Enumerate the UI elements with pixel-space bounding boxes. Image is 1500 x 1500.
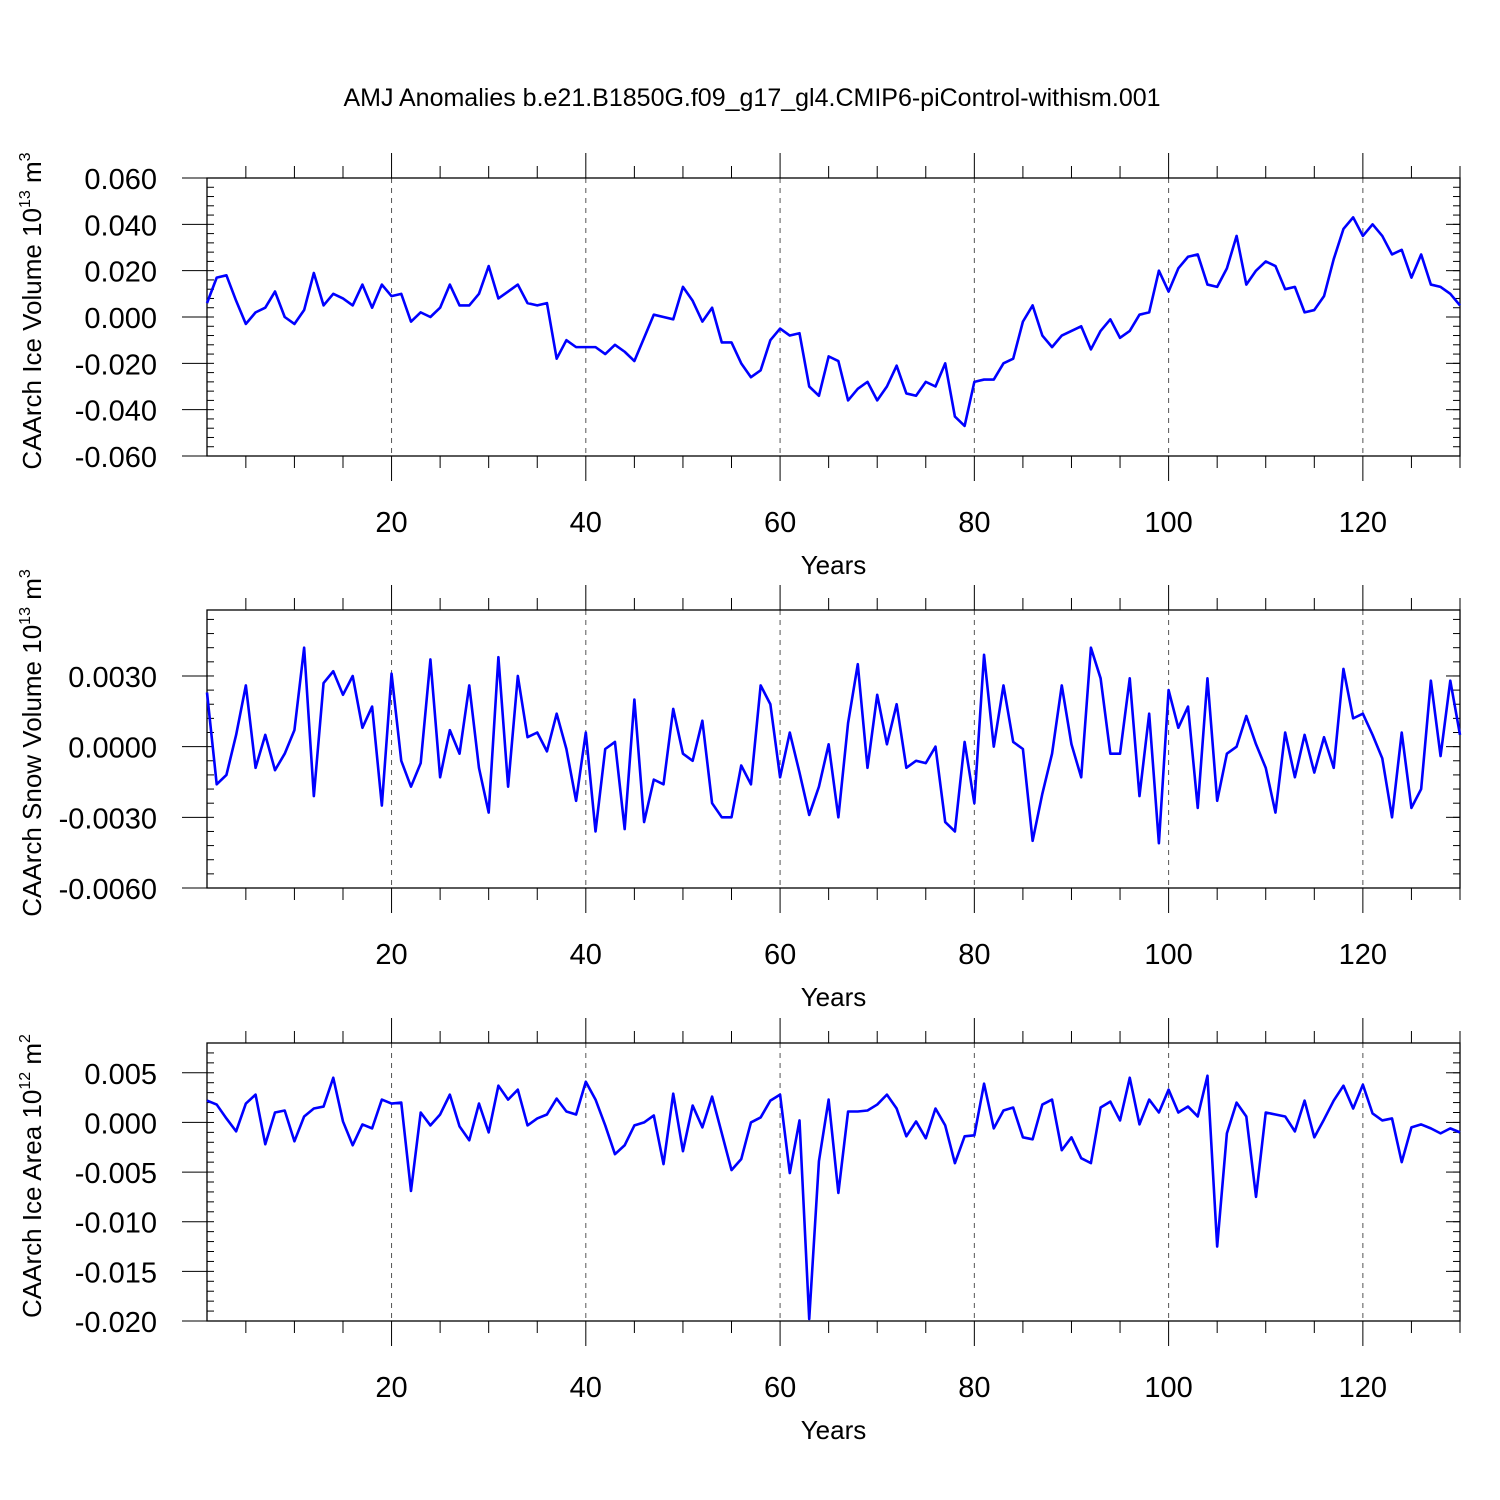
y-axis-title: CAArch Snow Volume 1013 m3 <box>17 569 47 917</box>
x-tick-label: 80 <box>958 507 990 539</box>
y-axis-title-text: m <box>17 1043 47 1072</box>
y-tick-label: 0.005 <box>84 1059 157 1091</box>
series-line <box>205 216 1461 428</box>
y-axis-title: CAArch Ice Area 1012 m2 <box>17 1034 47 1318</box>
y-tick-label: -0.0060 <box>59 874 157 906</box>
panel-2: -0.0060 -0.0030 0.0000 0.0030 20 40 60 80 100 120… <box>17 569 1462 1012</box>
y-tick-label: 0.060 <box>84 164 157 196</box>
panel-1: -0.060 -0.040 -0.020 0.000 0.020 0.040 0.060 20… <box>17 152 1461 580</box>
x-tick-label: 100 <box>1144 939 1192 971</box>
x-tick-label: 80 <box>958 939 990 971</box>
x-tick-label: 120 <box>1339 1372 1387 1404</box>
plot-frame <box>206 609 1461 889</box>
y-tick-label: -0.010 <box>75 1208 157 1240</box>
y-axis-title: CAArch Ice Volume 1013 m3 <box>17 152 47 469</box>
y-tick-label: 0.040 <box>84 210 157 242</box>
plot-frame <box>206 177 1461 457</box>
x-tick-label: 60 <box>764 939 796 971</box>
plot-frame <box>206 1042 1461 1322</box>
x-tick-label: 40 <box>570 939 602 971</box>
x-tick-label: 40 <box>570 507 602 539</box>
x-axis-title: Years <box>801 550 867 580</box>
y-tick-label: 0.0000 <box>68 733 157 765</box>
x-tick-label: 100 <box>1144 507 1192 539</box>
y-axis-title-superscript: 3 <box>17 569 34 578</box>
y-tick-label: -0.005 <box>75 1158 157 1190</box>
x-tick-label: 60 <box>764 507 796 539</box>
x-tick-label: 20 <box>375 939 407 971</box>
series-line <box>205 646 1462 845</box>
y-tick-label: -0.0030 <box>59 803 157 835</box>
y-axis-title-text: m <box>17 578 47 607</box>
y-axis-title-text: CAArch Ice Area 10 <box>17 1090 47 1318</box>
y-tick-label: -0.020 <box>75 349 157 381</box>
x-tick-label: 20 <box>375 1372 407 1404</box>
y-axis-title-superscript: 13 <box>17 190 34 208</box>
y-tick-label: -0.060 <box>75 442 157 474</box>
x-tick-label: 20 <box>375 507 407 539</box>
y-tick-label: 0.0030 <box>68 662 157 694</box>
y-tick-label: 0.000 <box>84 303 157 335</box>
x-tick-label: 40 <box>570 1372 602 1404</box>
figure-title: AMJ Anomalies b.e21.B1850G.f09_g17_gl4.C… <box>343 84 1160 112</box>
x-tick-label: 100 <box>1144 1372 1192 1404</box>
y-tick-label: 0.000 <box>84 1108 157 1140</box>
x-tick-label: 120 <box>1339 507 1387 539</box>
y-axis-title-text: CAArch Ice Volume 10 <box>17 208 47 470</box>
panels: -0.060-0.040-0.0200.0000.0200.0400.06020… <box>17 152 1462 1445</box>
y-axis-title-text: m <box>17 161 47 190</box>
x-tick-label: 60 <box>764 1372 796 1404</box>
x-axis-title: Years <box>801 1415 867 1445</box>
x-axis-title: Years <box>801 982 867 1012</box>
series-line <box>206 1074 1461 1321</box>
y-tick-label: -0.020 <box>75 1307 157 1339</box>
panel-3: -0.020 -0.015 -0.010 -0.005 0.000 0.005 20 40 60… <box>17 1018 1461 1445</box>
y-tick-label: 0.020 <box>84 257 157 289</box>
y-axis-title-superscript: 13 <box>17 607 34 625</box>
x-tick-label: 80 <box>958 1372 990 1404</box>
y-axis-title-superscript: 12 <box>17 1072 34 1090</box>
y-axis-title-text: CAArch Snow Volume 10 <box>17 625 47 917</box>
y-tick-label: -0.040 <box>75 396 157 428</box>
y-axis-title-superscript: 3 <box>17 152 34 161</box>
y-axis-title-superscript: 2 <box>17 1034 34 1043</box>
y-tick-label: -0.015 <box>75 1257 157 1289</box>
x-tick-label: 120 <box>1339 939 1387 971</box>
